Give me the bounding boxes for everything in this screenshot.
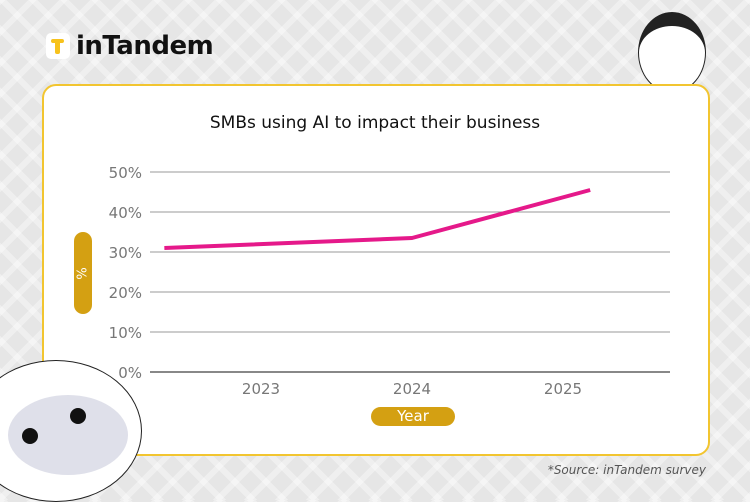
- y-tick-label: 30%: [109, 244, 142, 262]
- x-axis-label: Year: [371, 407, 455, 426]
- y-tick-label: 10%: [109, 324, 142, 342]
- y-tick-label: 50%: [109, 164, 142, 182]
- y-tick-label: 20%: [109, 284, 142, 302]
- x-tick-label: 2024: [393, 380, 431, 398]
- y-axis-label-text: %: [75, 267, 90, 279]
- source-note: *Source: inTandem survey: [548, 463, 706, 477]
- x-tick-label: 2025: [544, 380, 582, 398]
- robot-eye: [22, 428, 38, 444]
- y-tick-label: 40%: [109, 204, 142, 222]
- robot-eye: [70, 408, 86, 424]
- y-tick-label: 0%: [118, 364, 142, 382]
- y-axis-label: %: [74, 232, 92, 314]
- series-line: [164, 190, 590, 248]
- x-tick-label: 2023: [242, 380, 280, 398]
